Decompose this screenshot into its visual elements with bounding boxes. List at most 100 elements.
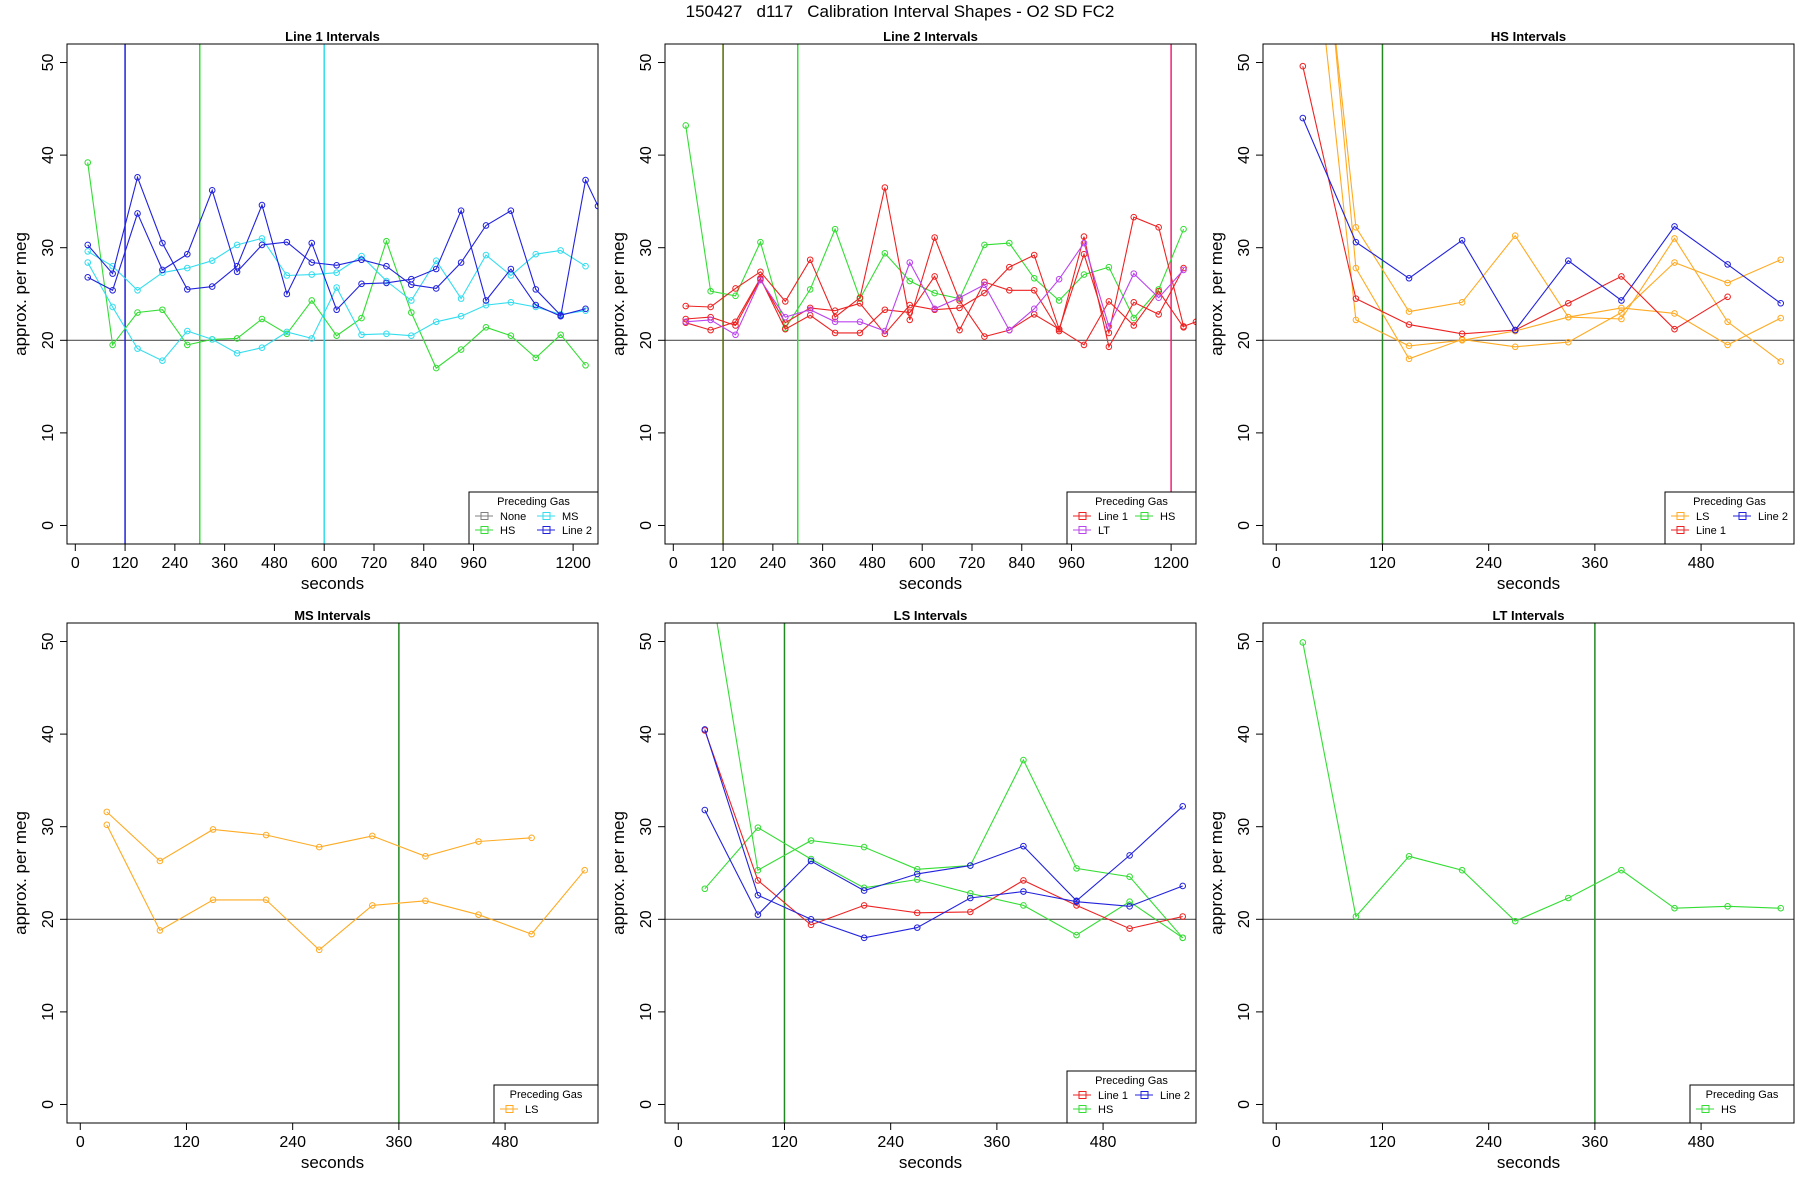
legend-entry: HS [1098, 1104, 1113, 1116]
x-axis-label: seconds [1497, 1153, 1560, 1172]
data-point [1724, 903, 1731, 910]
data-point [1130, 314, 1138, 322]
legend-entry: HS [1721, 1104, 1736, 1116]
series-line [704, 826, 1184, 939]
data-point [134, 210, 141, 217]
data-point [1458, 299, 1466, 306]
data-point [408, 332, 415, 339]
data-point [208, 283, 216, 290]
data-point [475, 911, 482, 918]
legend-swatch [1078, 1091, 1087, 1099]
series-line [704, 805, 1184, 916]
y-tick-label: 0 [1236, 1100, 1253, 1109]
data-point [906, 316, 914, 324]
data-point [258, 344, 266, 352]
plot-frame [664, 43, 1197, 545]
y-tick-label: 30 [638, 818, 655, 836]
data-point [806, 306, 814, 314]
data-point [1405, 308, 1413, 315]
data-point [358, 331, 365, 339]
data-point [1126, 873, 1133, 881]
series-line [106, 811, 532, 862]
x-axis-label: seconds [899, 574, 962, 593]
data-point [1671, 235, 1678, 242]
data-point [1299, 639, 1307, 646]
x-tick-label: 480 [492, 1134, 519, 1151]
data-point [860, 887, 868, 894]
data-point [1080, 271, 1088, 278]
data-point [967, 890, 974, 897]
data-point [831, 329, 839, 337]
y-tick-label: 40 [638, 146, 655, 164]
plot-frame [664, 622, 1197, 1124]
chart-panel: Line 1 Intervals seconds approx. per meg 0 1… [11, 29, 599, 593]
data-point [358, 252, 365, 260]
x-tick-label: 480 [261, 555, 288, 572]
legend-swatch [1140, 512, 1149, 520]
data-point [913, 870, 921, 878]
data-point [159, 266, 166, 274]
x-tick-label: 0 [71, 555, 80, 572]
data-point [109, 270, 116, 277]
data-point [1130, 299, 1138, 306]
data-point [860, 934, 868, 942]
data-point [457, 207, 465, 214]
data-point [1020, 902, 1027, 909]
data-point [707, 287, 714, 295]
data-point [1565, 313, 1572, 321]
y-tick-label: 50 [638, 633, 655, 651]
y-tick-label: 10 [638, 1003, 655, 1021]
data-point [1179, 882, 1187, 890]
x-tick-label: 840 [1008, 555, 1035, 572]
data-point [432, 285, 440, 292]
data-point [981, 333, 988, 340]
data-point [1080, 233, 1088, 240]
data-point [1126, 903, 1133, 910]
data-point [582, 307, 589, 314]
y-tick-label: 40 [1236, 146, 1253, 164]
y-tick-label: 50 [1236, 633, 1253, 651]
data-point [1180, 264, 1187, 272]
data-point [408, 281, 415, 289]
y-tick-label: 20 [1236, 910, 1253, 928]
data-point [1055, 297, 1063, 304]
data-point [754, 891, 762, 899]
y-axis-label: approx. per meg [609, 232, 628, 356]
data-point [1126, 852, 1133, 859]
data-point [906, 309, 914, 316]
data-point [906, 277, 914, 285]
data-point [831, 225, 839, 233]
data-point [1020, 888, 1027, 895]
y-tick-label: 50 [40, 54, 57, 72]
legend-swatch [1676, 512, 1685, 520]
legend-title: Preceding Gas [497, 496, 570, 508]
chart-panel: LS Intervals seconds approx. per meg 0 120 24… [609, 608, 1197, 1172]
data-point [233, 349, 241, 357]
data-point [84, 241, 92, 249]
data-point [184, 327, 191, 335]
data-point [184, 250, 191, 258]
data-point [582, 305, 589, 313]
data-point [1405, 321, 1413, 328]
data-point [860, 843, 868, 851]
legend-entry: MS [562, 511, 579, 523]
series-line [1302, 117, 1782, 332]
data-point [1724, 341, 1731, 349]
data-point [582, 361, 589, 369]
data-point [1073, 897, 1080, 905]
x-axis-label: seconds [899, 1153, 962, 1172]
data-point [209, 826, 217, 833]
data-point [383, 277, 390, 285]
data-point [1299, 62, 1307, 70]
series-line [685, 254, 1185, 346]
chart-panel: MS Intervals seconds approx. per meg 0 120 24… [11, 608, 599, 1172]
y-tick-label: 30 [1236, 239, 1253, 257]
data-point [1105, 263, 1113, 271]
data-point [358, 314, 365, 322]
data-point [422, 897, 429, 905]
x-tick-label: 360 [1582, 555, 1609, 572]
data-point [913, 924, 921, 931]
data-point [1126, 898, 1133, 906]
page-title: 150427 d117 Calibration Interval Shapes … [685, 2, 1115, 21]
